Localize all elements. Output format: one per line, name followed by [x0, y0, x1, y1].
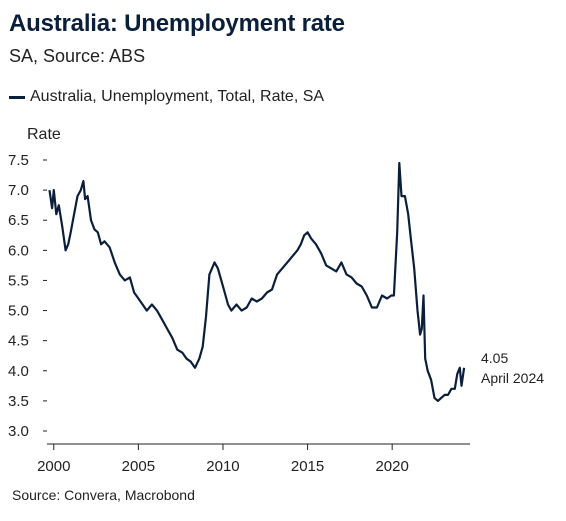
y-axis-title: Rate — [27, 126, 61, 143]
x-tick-label: 2020 — [375, 458, 408, 475]
y-tick-label: 3.5 — [8, 393, 29, 410]
y-tick-label: 3.0 — [8, 423, 29, 440]
y-tick-label: 5.5 — [8, 272, 29, 289]
y-axis-ticks: 7.5 7.0 6.5 6.0 5.5 5.0 4.5 4.0 3.5 3.0 — [8, 152, 47, 440]
chart-subtitle: SA, Source: ABS — [9, 46, 146, 66]
legend-swatch — [9, 95, 25, 99]
y-tick-label: 6.0 — [8, 242, 29, 259]
legend-label: Australia, Unemployment, Total, Rate, SA — [30, 88, 325, 105]
x-axis-ticks: 2000 2005 2010 2015 2020 — [37, 444, 409, 475]
y-tick-label: 5.0 — [8, 303, 29, 320]
chart-title: Australia: Unemployment rate — [9, 10, 345, 37]
x-tick-label: 2005 — [122, 458, 155, 475]
x-tick-label: 2010 — [206, 458, 239, 475]
annotation-value: 4.05 — [481, 350, 508, 366]
x-tick-label: 2015 — [291, 458, 324, 475]
annotation-date: April 2024 — [481, 370, 544, 386]
x-tick-label: 2000 — [37, 458, 70, 475]
source-note: Source: Convera, Macrobond — [12, 487, 195, 503]
y-tick-label: 4.5 — [8, 333, 29, 350]
y-tick-label: 6.5 — [8, 212, 29, 229]
y-tick-label: 7.5 — [8, 152, 29, 169]
series-line — [48, 161, 466, 402]
y-tick-label: 7.0 — [8, 182, 29, 199]
y-tick-label: 4.0 — [8, 363, 29, 380]
legend: Australia, Unemployment, Total, Rate, SA — [9, 88, 324, 106]
